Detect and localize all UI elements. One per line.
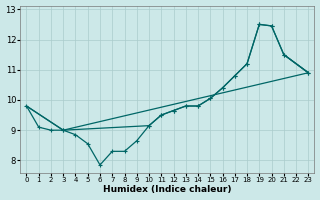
X-axis label: Humidex (Indice chaleur): Humidex (Indice chaleur) [103,185,232,194]
